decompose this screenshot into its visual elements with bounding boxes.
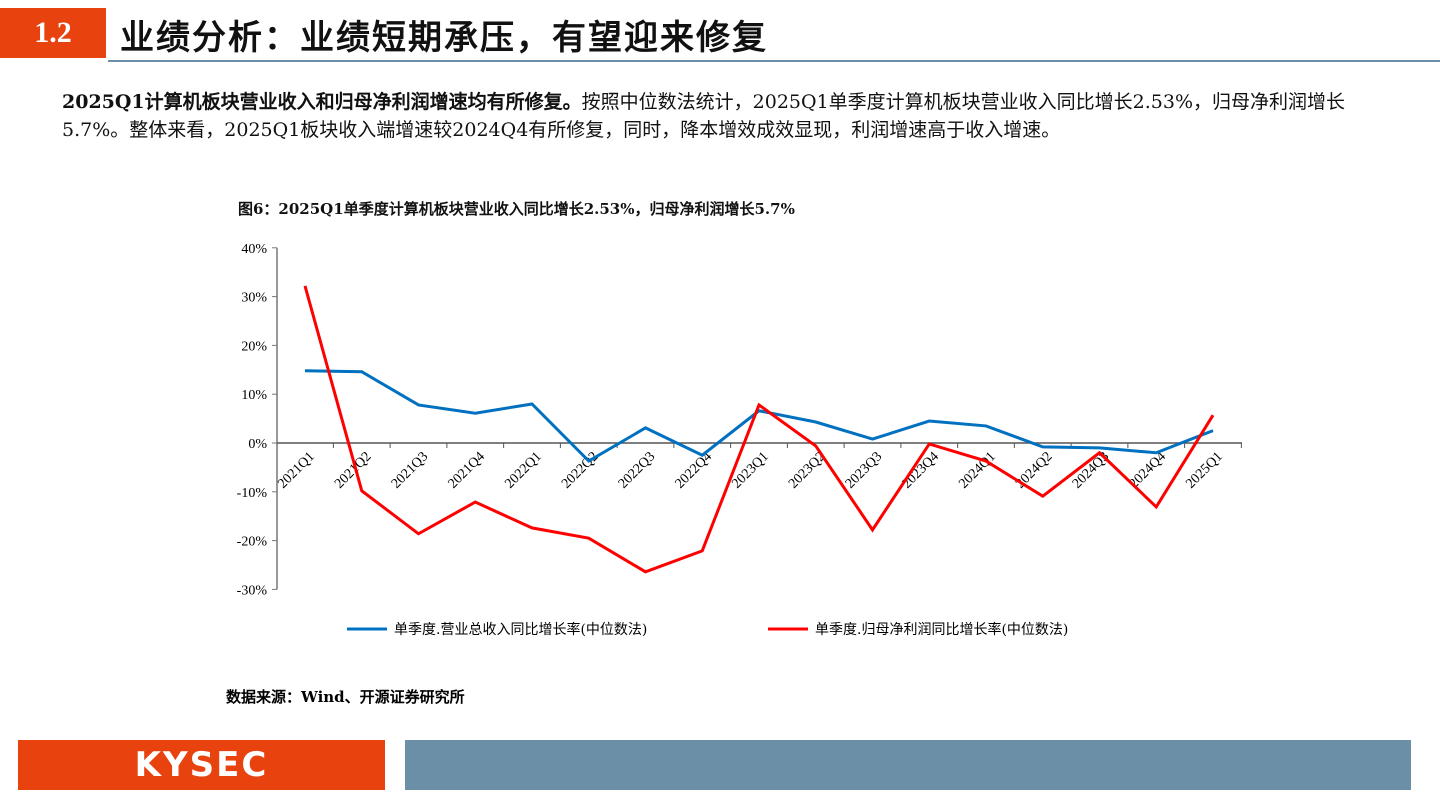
- x-tick-label: 2021Q1: [275, 449, 318, 492]
- body-text: 2025Q1计算机板块营业收入和归母净利润增速均有所修复。按照中位数法统计，20…: [62, 88, 1362, 144]
- x-tick-label: 2024Q2: [1013, 449, 1056, 492]
- body-lead: 2025Q1计算机板块营业收入和归母净利润增速均有所修复。: [62, 91, 582, 113]
- title-divider: [108, 60, 1440, 62]
- x-tick-label: 2023Q1: [729, 449, 772, 492]
- section-number: 1.2: [0, 8, 106, 58]
- footer-bar: [405, 740, 1411, 790]
- y-tick-label: 30%: [241, 291, 267, 306]
- series-line-1: [304, 369, 1214, 463]
- x-tick-label: 2021Q3: [389, 449, 432, 492]
- x-tick-label: 2022Q1: [502, 449, 545, 492]
- y-tick-label: 10%: [241, 388, 267, 403]
- y-tick-label: 20%: [241, 339, 267, 354]
- body-detail: 按照中位数法统计，2025Q1单季度计算机板块营业收入同比增长2.53%，归母净…: [62, 91, 1346, 141]
- legend-label-1: 单季度.营业总收入同比增长率(中位数法): [394, 621, 647, 638]
- x-tick-label: 2023Q3: [843, 449, 886, 492]
- legend-label-2: 单季度.归母净利润同比增长率(中位数法): [815, 621, 1068, 638]
- data-source: 数据来源：Wind、开源证券研究所: [226, 688, 465, 706]
- y-tick-label: 40%: [241, 242, 267, 257]
- kysec-logo: KYSEC: [18, 740, 385, 790]
- x-tick-label: 2021Q4: [446, 449, 489, 492]
- series-line-2: [303, 285, 1215, 574]
- y-tick-label: -30%: [237, 583, 268, 598]
- page-title: 业绩分析：业绩短期承压，有望迎来修复: [120, 18, 768, 58]
- chart-title: 图6：2025Q1单季度计算机板块营业收入同比增长2.53%，归母净利润增长5.…: [238, 200, 795, 218]
- x-tick-label: 2022Q4: [673, 449, 716, 492]
- y-tick-label: -10%: [237, 486, 268, 501]
- y-tick-label: 0%: [248, 437, 267, 452]
- y-tick-label: -20%: [237, 535, 268, 550]
- x-tick-label: 2022Q3: [616, 449, 659, 492]
